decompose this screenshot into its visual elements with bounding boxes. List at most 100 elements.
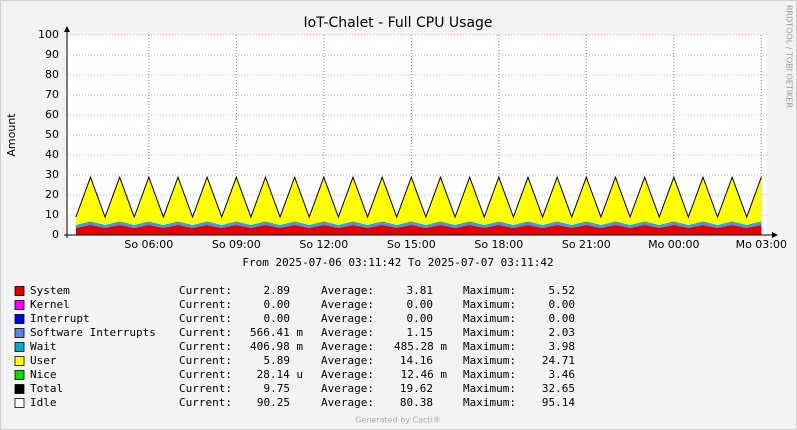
y-tick-label: 20 [45,188,59,201]
y-tick-label: 90 [45,48,59,61]
footer: Generated by Cacti® [355,416,441,425]
stat-label: Average: [321,354,374,367]
stat-label: Current: [179,298,232,311]
stat-value: 28.14 u [257,368,303,381]
legend-name: Wait [30,340,57,353]
stat-label: Current: [179,396,232,409]
legend-swatch [14,328,25,338]
stat-value: 3.98 [549,340,576,353]
legend-name: User [30,354,57,367]
stat-label: Maximum: [463,340,516,353]
x-tick-label: So 06:00 [124,238,173,251]
legend-name: Total [30,382,63,395]
legend-swatch [14,300,25,310]
legend-swatch [14,286,25,296]
stat-label: Average: [321,326,374,339]
legend-name: Idle [30,396,57,409]
stat-value: 5.52 [549,284,576,297]
legend-swatch [14,384,25,394]
stat-value: 485.28 m [394,340,447,353]
y-arrow [64,26,70,32]
chart-title: IoT-Chalet - Full CPU Usage [303,15,492,31]
x-tick-label: So 18:00 [474,238,523,251]
stat-label: Maximum: [463,298,516,311]
stat-value: 5.89 [264,354,291,367]
stacked-area [75,177,762,225]
stat-label: Current: [179,326,232,339]
stacked-area [75,222,762,228]
x-arrow [772,232,778,238]
x-tick-label: So 12:00 [299,238,348,251]
y-tick-label: 50 [45,128,59,141]
y-tick-label: 70 [45,88,59,101]
stat-label: Maximum: [463,382,516,395]
x-tick-label: So 21:00 [562,238,611,251]
stat-label: Average: [321,368,374,381]
stat-value: 12.46 m [401,368,448,381]
legend-swatch [14,370,25,380]
stat-label: Maximum: [463,284,516,297]
legend-swatch [14,398,25,408]
stat-label: Maximum: [463,312,516,325]
stat-value: 32.65 [542,382,575,395]
stat-value: 406.98 m [250,340,303,353]
x-tick-label: Mo 00:00 [648,238,699,251]
stat-label: Average: [321,382,374,395]
y-tick-label: 100 [38,28,59,41]
stat-label: Maximum: [463,326,516,339]
legend-name: Software Interrupts [30,326,156,339]
total-line [75,175,762,219]
stat-value: 2.03 [549,326,576,339]
legend-name: Nice [30,368,57,381]
stat-value: 95.14 [542,396,575,409]
stat-value: 566.41 m [250,326,303,339]
stat-label: Current: [179,312,232,325]
y-tick-label: 40 [45,148,59,161]
stat-label: Average: [321,284,374,297]
stat-value: 0.00 [264,298,291,311]
legend-name: Interrupt [30,312,90,325]
stat-label: Maximum: [463,368,516,381]
stat-label: Current: [179,368,232,381]
stat-value: 3.46 [549,368,576,381]
stat-value: 14.16 [400,354,433,367]
stat-value: 0.00 [264,312,291,325]
stat-value: 0.00 [407,312,434,325]
stat-value: 9.75 [264,382,291,395]
legend-name: System [30,284,70,297]
x-tick-label: Mo 03:00 [736,238,787,251]
y-axis-label: Amount [5,113,18,157]
stat-label: Current: [179,354,232,367]
stat-label: Current: [179,340,232,353]
y-tick-label: 30 [45,168,59,181]
stat-label: Maximum: [463,396,516,409]
x-tick-label: So 15:00 [387,238,436,251]
stat-value: 1.15 [407,326,434,339]
range-text: From 2025-07-06 03:11:42 To 2025-07-07 0… [242,256,553,269]
y-tick-label: 0 [52,228,59,241]
legend-swatch [14,356,25,366]
stat-value: 0.00 [407,298,434,311]
y-tick-label: 10 [45,208,59,221]
stat-value: 2.89 [264,284,291,297]
stat-label: Average: [321,396,374,409]
stat-label: Average: [321,298,374,311]
side-label: RRDTOOL / TOBI OETIKER [785,5,794,108]
legend-swatch [14,342,25,352]
legend-name: Kernel [30,298,70,311]
stat-label: Current: [179,382,232,395]
stat-value: 0.00 [549,298,576,311]
stat-value: 80.38 [400,396,433,409]
stat-value: 3.81 [407,284,434,297]
stat-label: Current: [179,284,232,297]
y-tick-label: 80 [45,68,59,81]
y-tick-label: 60 [45,108,59,121]
x-tick-label: So 09:00 [212,238,261,251]
stat-value: 0.00 [549,312,576,325]
legend-swatch [14,314,25,324]
stat-label: Maximum: [463,354,516,367]
stacked-area [75,225,762,235]
stat-label: Average: [321,312,374,325]
